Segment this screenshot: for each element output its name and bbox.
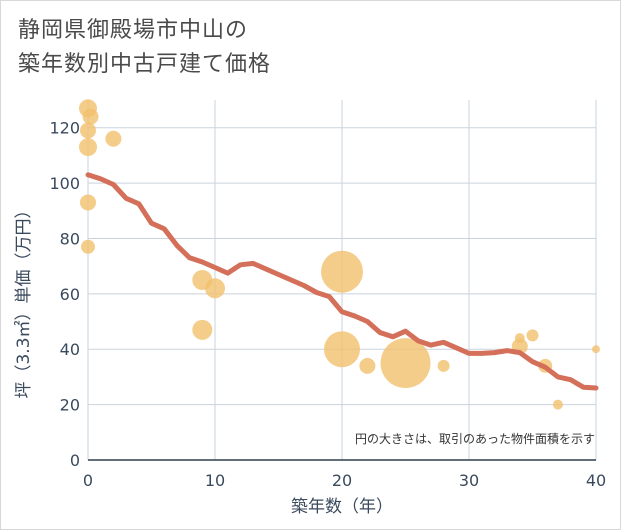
chart-title-line-2: 築年数別中古戸建て価格	[18, 52, 272, 77]
data-bubble	[192, 319, 213, 340]
x-tick-label: 10	[205, 471, 225, 490]
x-tick-label: 30	[459, 471, 479, 490]
y-tick-label: 0	[70, 451, 80, 470]
y-tick-label: 40	[60, 340, 80, 359]
axes: 0 20 40 60 80 100 120 0 10 20 30 40	[49, 119, 606, 490]
trend-line	[85, 172, 599, 391]
chart-title-line-1: 静岡県御殿場市中山の	[18, 18, 249, 43]
y-tick-label: 120	[49, 119, 80, 138]
y-tick-label: 20	[60, 396, 80, 415]
chart-title: 静岡県御殿場市中山の 築年数別中古戸建て価格	[18, 14, 271, 82]
y-axis-label: 坪（3.3㎡）単価（万円）	[14, 201, 34, 398]
y-tick-label: 80	[60, 229, 80, 248]
data-bubble	[359, 357, 376, 374]
bubbles	[79, 99, 600, 410]
y-tick-label: 60	[60, 285, 80, 304]
data-bubble	[80, 194, 96, 211]
data-bubble	[80, 122, 96, 139]
data-bubble	[552, 399, 563, 410]
x-tick-label: 20	[332, 471, 352, 490]
x-tick-label: 40	[586, 471, 606, 490]
y-tick-label: 100	[49, 174, 80, 193]
data-bubble	[81, 239, 95, 254]
data-bubble	[526, 329, 539, 342]
trend-line-layer	[85, 172, 599, 391]
size-note: 円の大きさは、取引のあった物件面積を示す	[355, 431, 595, 446]
data-bubble	[79, 138, 97, 157]
x-tick-label: 0	[83, 471, 93, 490]
x-axis-label: 築年数（年）	[291, 497, 393, 517]
data-bubble	[105, 130, 122, 147]
data-bubble	[321, 250, 363, 293]
data-bubble	[592, 345, 600, 354]
data-bubble	[324, 331, 360, 368]
data-bubble	[82, 108, 99, 125]
data-bubble	[205, 278, 225, 299]
data-bubble	[380, 338, 431, 389]
data-bubble	[437, 359, 450, 372]
